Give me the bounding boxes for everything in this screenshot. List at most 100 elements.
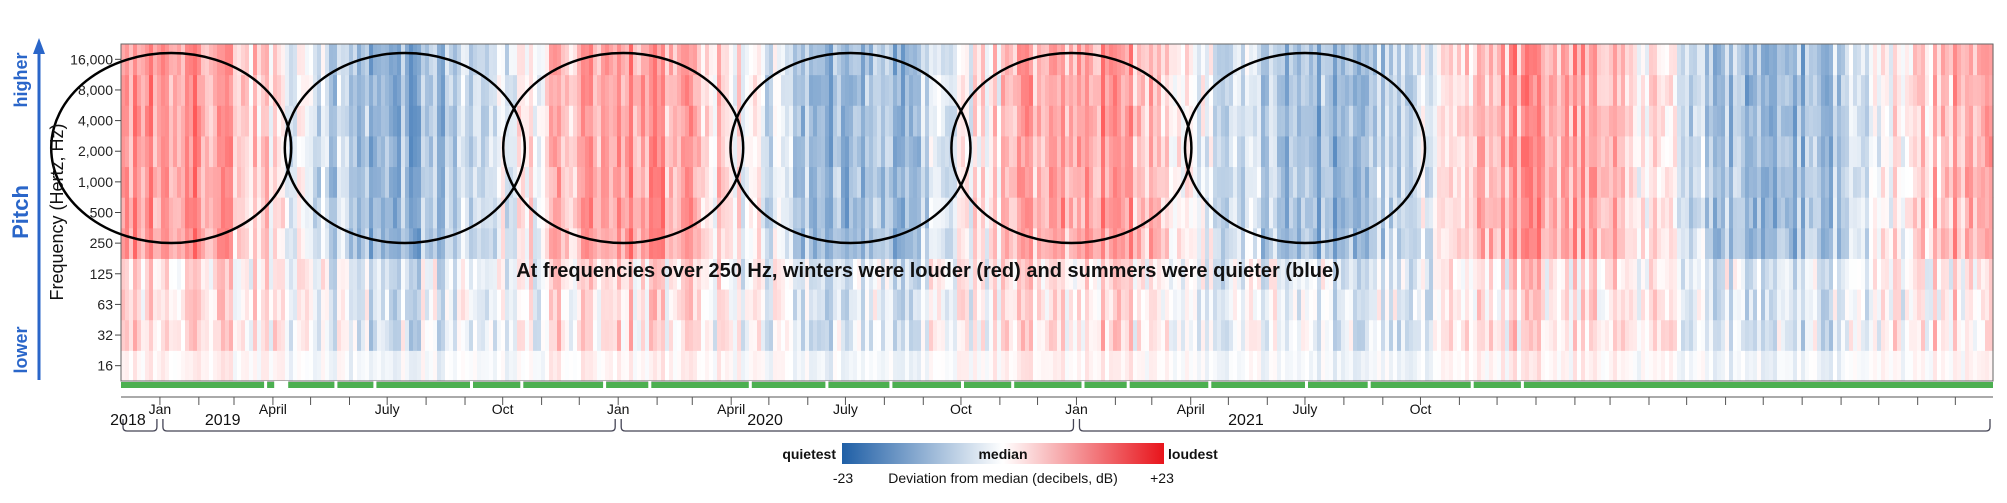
heat-cell [1309, 197, 1314, 229]
heat-cell [613, 289, 618, 321]
heat-cell [1053, 44, 1058, 76]
heat-cell [357, 135, 362, 168]
heat-cell [801, 319, 806, 351]
heat-cell [425, 258, 430, 290]
heat-cell [809, 135, 814, 168]
heat-cell [1369, 166, 1374, 198]
heat-cell [977, 289, 982, 321]
heat-cell [1313, 44, 1318, 76]
heat-cell [993, 135, 998, 168]
heat-cell [821, 319, 826, 351]
heat-cell [121, 258, 126, 290]
heat-cell [1853, 350, 1858, 382]
heat-cell [1885, 135, 1890, 168]
heat-cell [1077, 44, 1082, 76]
heat-cell [1409, 319, 1414, 351]
heat-cell [781, 227, 786, 259]
heat-cell [1833, 74, 1838, 106]
heat-cell [321, 166, 326, 198]
heat-cell [1929, 135, 1934, 168]
heat-cell [153, 350, 158, 382]
heat-cell [1409, 44, 1414, 76]
heat-cell [1289, 350, 1294, 382]
heat-cell [1813, 197, 1818, 229]
heat-cell [281, 319, 286, 351]
heat-cell [481, 197, 486, 229]
heat-cell [545, 197, 550, 229]
heat-cell [921, 258, 926, 290]
heat-cell [969, 197, 974, 229]
heat-cell [1497, 350, 1502, 382]
heat-cell [773, 319, 778, 351]
heat-cell [185, 74, 190, 106]
heat-cell [297, 135, 302, 168]
heat-cell [845, 105, 850, 137]
heat-cell [1209, 289, 1214, 321]
heat-cell [1785, 105, 1790, 137]
heat-cell [1597, 319, 1602, 351]
heat-cell [1629, 74, 1634, 106]
heat-cell [185, 258, 190, 290]
heat-cell [921, 289, 926, 321]
heat-cell [1717, 166, 1722, 198]
heat-cell [237, 166, 242, 198]
heat-cell [1285, 105, 1290, 137]
heat-cell [1121, 105, 1126, 137]
heat-cell [545, 319, 550, 351]
heat-cell [601, 258, 606, 290]
heat-cell [517, 258, 522, 290]
heat-cell [861, 289, 866, 321]
heat-cell [501, 289, 506, 321]
heat-cell [1661, 319, 1666, 351]
heat-cell [1193, 105, 1198, 137]
heat-cell [473, 105, 478, 137]
heat-cell [1297, 166, 1302, 198]
heat-cell [1005, 135, 1010, 168]
heat-cell [1569, 258, 1574, 290]
heat-cell [1701, 135, 1706, 168]
heat-cell [697, 197, 702, 229]
heat-cell [621, 289, 626, 321]
heat-cell [169, 105, 174, 137]
heat-cell [1121, 258, 1126, 290]
heat-cell [133, 44, 138, 76]
heat-cell [1745, 289, 1750, 321]
heat-cell [445, 258, 450, 290]
heat-cell [121, 350, 126, 382]
heat-cell [1229, 105, 1234, 137]
heat-cell [469, 135, 474, 168]
heat-cell [245, 258, 250, 290]
heat-cell [149, 289, 154, 321]
heat-cell [341, 74, 346, 106]
heat-cell [1661, 135, 1666, 168]
heat-cell [1909, 166, 1914, 198]
heat-cell [1765, 319, 1770, 351]
heat-cell [1253, 227, 1258, 259]
heat-cell [1457, 197, 1462, 229]
heat-cell [1709, 44, 1714, 76]
heat-cell [557, 105, 562, 137]
heat-cell [1117, 319, 1122, 351]
heat-cell [1409, 197, 1414, 229]
heat-cell [797, 166, 802, 198]
heat-cell [1177, 44, 1182, 76]
heat-cell [1141, 74, 1146, 106]
heat-cell [485, 350, 490, 382]
heat-cell [169, 289, 174, 321]
heat-cell [1813, 289, 1818, 321]
heat-cell [933, 135, 938, 168]
heat-cell [1729, 258, 1734, 290]
heat-cell [1717, 289, 1722, 321]
heat-cell [309, 319, 314, 351]
heat-cell [325, 319, 330, 351]
heat-cell [1589, 105, 1594, 137]
heat-cell [581, 350, 586, 382]
heat-cell [1541, 105, 1546, 137]
heat-cell [801, 74, 806, 106]
heat-cell [1885, 319, 1890, 351]
heat-cell [1885, 289, 1890, 321]
heat-cell [1821, 227, 1826, 259]
heat-cell [841, 289, 846, 321]
heat-cell [1709, 319, 1714, 351]
heat-cell [253, 166, 258, 198]
